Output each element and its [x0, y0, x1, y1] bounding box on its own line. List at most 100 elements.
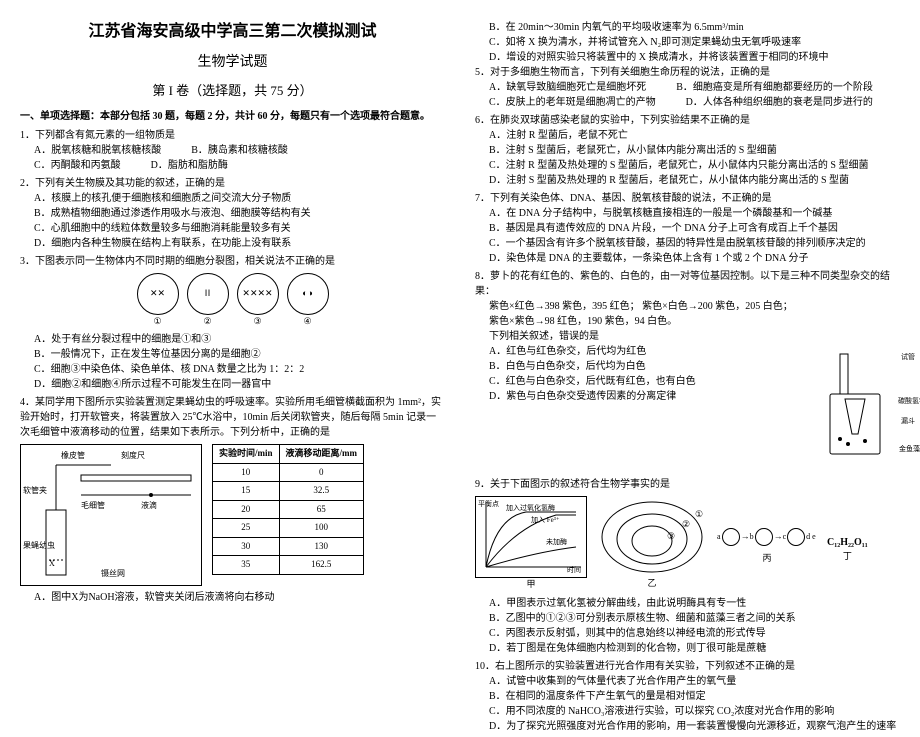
th-dist: 液滴移动距离/mm [279, 445, 364, 464]
g-a1: 加入过氧化氢酶 [506, 503, 555, 514]
th-time: 实验时间/min [213, 445, 280, 464]
t-r4c0: 30 [213, 537, 280, 556]
q7-c: C．一个基因含有许多个脱氧核苷酸，基因的特异性是由脱氧核苷酸的排列顺序决定的 [489, 236, 900, 251]
q3: 3．下图表示同一生物体内不同时期的细胞分裂图，相关说法不正确的是 ✕✕ ① ‖‖… [20, 254, 445, 393]
q1-c: C．丙酮酸和丙氨酸 [34, 158, 121, 173]
data-table: 实验时间/min 液滴移动距离/mm 100 1532.5 2065 25100… [212, 444, 364, 575]
q3-b: B．一般情况下，正在发生等位基因分离的是细胞② [34, 347, 445, 362]
t-r3c0: 25 [213, 519, 280, 538]
cell-4-label: ④ [287, 315, 329, 329]
label-clamp: 软管夹 [23, 485, 47, 497]
label-x: X [49, 558, 55, 570]
apparatus-diagram: 试管 碳酸氢钠溶液 漏斗 金鱼藻 [820, 344, 900, 474]
g-a2: 加入 Fe³⁺ [531, 515, 560, 526]
q6-b: B．注射 S 型菌后，老鼠死亡，从小鼠体内能分离出活的 S 型细菌 [489, 143, 900, 158]
tube-svg [21, 445, 201, 585]
q8-stem: 8．萝卜的花有红色的、紫色的、白色的，由一对等位基因控制。以下是三种不同类型杂交… [475, 269, 900, 299]
part-title: 第 I 卷（选择题，共 75 分） [20, 81, 445, 101]
label-mesh: 镊丝网 [101, 568, 125, 580]
apparatus-svg [820, 344, 900, 474]
label-larva: 果蝇幼虫 [23, 540, 55, 552]
q5-a: A．缺氧导致脑细胞死亡是细胞坏死 [489, 80, 646, 95]
t-r1c1: 32.5 [279, 482, 364, 501]
q4-d: D．增设的对照实验只将装置中的 X 换成清水，并将该装置置于相同的环境中 [489, 50, 900, 65]
q8-b: B．白色与白色杂交，后代均为白色 [489, 359, 812, 374]
section-head: 一、单项选择题：本部分包括 30 题，每题 2 分，共计 60 分，每题只有一个… [20, 109, 445, 124]
q7-b: B．基因是具有遗传效应的 DNA 片段，一个 DNA 分子上可含有成百上千个基因 [489, 221, 900, 236]
q8-cross2: 紫色×紫色→98 红色，190 紫色，94 白色。 [489, 314, 900, 329]
graph-ding: C₁₂H₂₂O₁₁ [827, 525, 868, 550]
q4-cont: B．在 20min～30min 内氧气的平均吸收速率为 6.5mm³/min C… [475, 20, 900, 65]
label-capillary: 毛细管 [81, 500, 105, 512]
q4-stem: 4．某同学用下图所示实验装置测定果蝇幼虫的呼吸速率。实验所用毛细管横截面积为 1… [20, 395, 445, 440]
t-r2c0: 20 [213, 500, 280, 519]
graph-bing: a → b → c d e [717, 522, 817, 552]
q7-a: A．在 DNA 分子结构中，与脱氧核糖直接相连的一般是一个磷酸基和一个碱基 [489, 206, 900, 221]
q7: 7．下列有关染色体、DNA、基因、脱氧核苷酸的说法，不正确的是 A．在 DNA … [475, 191, 900, 266]
left-column: 江苏省海安高级中学高三第二次模拟测试 生物学试题 第 I 卷（选择题，共 75 … [20, 20, 445, 737]
cell-2-label: ② [187, 315, 229, 329]
cell-3: ✕✕✕✕ [237, 273, 279, 315]
q2-a: A．核膜上的核孔便于细胞核和细胞质之间交流大分子物质 [34, 191, 445, 206]
q2-d: D．细胞内各种生物膜在结构上有联系，在功能上没有联系 [34, 236, 445, 251]
q4: 4．某同学用下图所示实验装置测定果蝇幼虫的呼吸速率。实验所用毛细管横截面积为 1… [20, 395, 445, 605]
q1-b: B．胰岛素和核糖核酸 [191, 143, 288, 158]
q8-sub: 下列相关叙述，错误的是 [489, 329, 900, 344]
q1: 1．下列都含有氮元素的一组物质是 A．脱氧核糖和脱氧核糖核酸 B．胰岛素和核糖核… [20, 128, 445, 173]
cell-2: ‖‖ [187, 273, 229, 315]
t-r5c0: 35 [213, 556, 280, 575]
cell-1-label: ① [137, 315, 179, 329]
t-r5c1: 162.5 [279, 556, 364, 575]
app-l4: 金鱼藻 [899, 444, 920, 455]
q6: 6．在肺炎双球菌感染老鼠的实验中，下列实验结果不正确的是 A．注射 R 型菌后，… [475, 113, 900, 188]
q9-d: D．若丁图是在兔体细胞内检测到的化合物，则丁很可能是蔗糖 [489, 641, 900, 656]
q5-stem: 5．对于多细胞生物而言，下列有关细胞生命历程的说法，正确的是 [475, 65, 900, 80]
label-ding: 丁 [827, 550, 868, 564]
tube-diagram: 橡皮管 刻度尺 软管夹 毛细管 液滴 果蝇幼虫 X 镊丝网 [20, 444, 202, 586]
school-title: 江苏省海安高级中学高三第二次模拟测试 [20, 20, 445, 44]
app-l1: 试管 [901, 352, 915, 363]
q8: 8．萝卜的花有红色的、紫色的、白色的，由一对等位基因控制。以下是三种不同类型杂交… [475, 269, 900, 474]
q1-stem: 1．下列都含有氮元素的一组物质是 [20, 128, 445, 143]
q8-c: C．红色与白色杂交，后代既有红色，也有白色 [489, 374, 812, 389]
q1-a: A．脱氧核糖和脱氧核糖核酸 [34, 143, 161, 158]
q8-a: A．红色与红色杂交，后代均为红色 [489, 344, 812, 359]
q6-a: A．注射 R 型菌后，老鼠不死亡 [489, 128, 900, 143]
g-a3: 未加酶 [546, 537, 567, 548]
q1-d: D．脂肪和脂肪酶 [151, 158, 228, 173]
t-r3c1: 100 [279, 519, 364, 538]
q10-c: C．用不同浓度的 NaHCO₃溶液进行实验，可以探究 CO₂浓度对光合作用的影响 [489, 704, 900, 719]
g-y: 平衡点 [478, 499, 499, 510]
q3-a: A．处于有丝分裂过程中的细胞是①和③ [34, 332, 445, 347]
t-r0c0: 10 [213, 463, 280, 482]
q2-b: B．成熟植物细胞通过渗透作用吸水与液泡、细胞膜等结构有关 [34, 206, 445, 221]
q9-c: C．丙图表示反射弧，则其中的信息始终以神经电流的形式传导 [489, 626, 900, 641]
q6-d: D．注射 S 型菌及热处理的 R 型菌后，老鼠死亡，从小鼠体内能分离出活的 S … [489, 173, 900, 188]
t-r2c1: 65 [279, 500, 364, 519]
q9: 9．关于下面图示的叙述符合生物学事实的是 平衡点 加入过氧化氢酶 加入 Fe³⁺… [475, 477, 900, 656]
q6-stem: 6．在肺炎双球菌感染老鼠的实验中，下列实验结果不正确的是 [475, 113, 900, 128]
svg-text:②: ② [682, 519, 690, 529]
label-yi: 乙 [597, 577, 707, 591]
q6-c: C．注射 R 型菌及热处理的 S 型菌后，老鼠死亡，从小鼠体内只能分离出活的 S… [489, 158, 900, 173]
q8-cross1: 紫色×红色→398 紫色，395 红色； 紫色×白色→200 紫色，205 白色… [489, 299, 900, 314]
q3-c: C．细胞③中染色体、染色单体、核 DNA 数量之比为 1：2：2 [34, 362, 445, 377]
q2-c: C．心肌细胞中的线粒体数量较多与细胞消耗能量较多有关 [34, 221, 445, 236]
t-r0c1: 0 [279, 463, 364, 482]
page: 江苏省海安高级中学高三第二次模拟测试 生物学试题 第 I 卷（选择题，共 75 … [20, 20, 900, 737]
label-drop: 液滴 [141, 500, 157, 512]
q7-stem: 7．下列有关染色体、DNA、基因、脱氧核苷酸的说法，不正确的是 [475, 191, 900, 206]
q5-b: B．细胞癌变是所有细胞都要经历的一个阶段 [676, 80, 873, 95]
t-r4c1: 130 [279, 537, 364, 556]
q9-a: A．甲图表示过氧化氢被分解曲线，由此说明酶具有专一性 [489, 596, 900, 611]
q4-a: A．图中X为NaOH溶液，软管夹关闭后液滴将向右移动 [34, 590, 445, 605]
app-l3: 漏斗 [901, 416, 915, 427]
q7-d: D．染色体是 DNA 的主要载体，一条染色体上含有 1 个或 2 个 DNA 分… [489, 251, 900, 266]
q5: 5．对于多细胞生物而言，下列有关细胞生命历程的说法，正确的是 A．缺氧导致脑细胞… [475, 65, 900, 110]
q10-a: A．试管中收集到的气体量代表了光合作用产生的氧气量 [489, 674, 900, 689]
yi-svg: ① ② ③ [597, 497, 707, 577]
q10-d: D．为了探究光照强度对光合作用的影响，用一套装置慢慢向光源移近，观察气泡产生的速… [489, 719, 900, 734]
svg-text:③: ③ [667, 531, 675, 541]
q3-stem: 3．下图表示同一生物体内不同时期的细胞分裂图，相关说法不正确的是 [20, 254, 445, 269]
g-x: 时间 [567, 565, 581, 576]
